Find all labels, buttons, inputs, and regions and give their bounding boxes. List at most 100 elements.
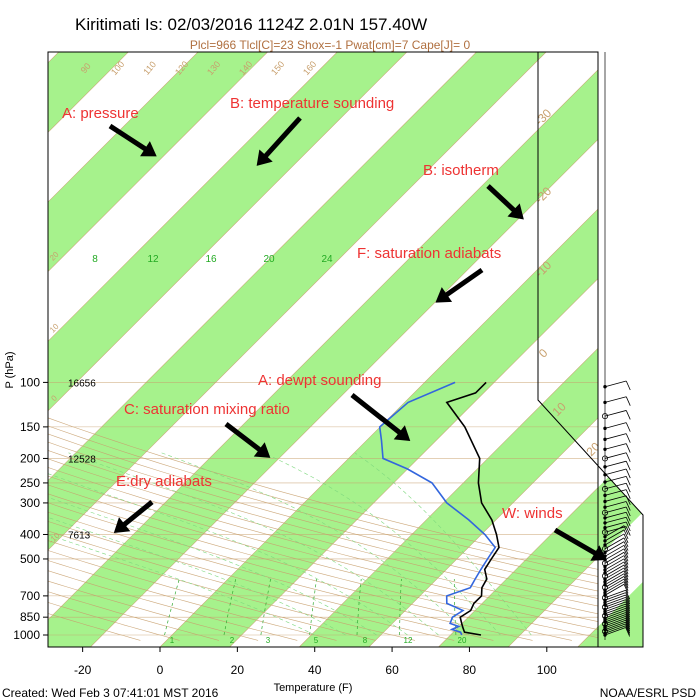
x-tick-label: 100 xyxy=(537,663,557,677)
mixing-ratio-label: 20 xyxy=(458,636,467,645)
wind-barb xyxy=(604,537,625,550)
wind-barb-feather xyxy=(625,621,631,632)
wind-barb-feather xyxy=(623,573,629,583)
wind-barbs xyxy=(602,380,631,637)
wind-barb xyxy=(604,548,625,561)
dry-adiabat-line xyxy=(48,560,337,641)
wind-barb-feather xyxy=(625,610,631,620)
dry-adiabat-line xyxy=(48,550,376,641)
annotation-label: C: saturation mixing ratio xyxy=(124,401,290,418)
annotation-arrow xyxy=(118,500,154,530)
isotherm-line xyxy=(90,138,598,647)
wind-barb xyxy=(604,380,627,388)
dry-adiabat-line xyxy=(48,511,533,641)
wind-barb-feather xyxy=(623,584,629,594)
wind-barb xyxy=(604,576,625,588)
dry-adiabat-lines xyxy=(48,417,598,641)
wind-barb-feather xyxy=(625,590,631,600)
annotation-label: A: pressure xyxy=(62,105,139,122)
x-tick-label: -20 xyxy=(74,663,92,677)
wind-barb xyxy=(604,511,627,519)
wind-barb xyxy=(604,605,626,615)
wind-barb xyxy=(604,627,626,636)
saturation-adiabat-line xyxy=(48,496,377,636)
dry-adiabat-line xyxy=(48,591,219,641)
x-tick-label: 40 xyxy=(308,663,322,677)
annotation-arrow xyxy=(553,527,602,559)
y-axis-label: P (hPa) xyxy=(4,351,16,388)
wind-barb xyxy=(604,619,626,629)
wind-barb-feather xyxy=(625,512,631,522)
saturation-adiabat-line xyxy=(48,534,315,636)
wind-barb xyxy=(604,616,626,625)
wind-barb xyxy=(604,468,627,476)
wind-barb xyxy=(604,526,627,533)
wind-barb-feather xyxy=(623,555,629,565)
dry-adiabat-line xyxy=(48,458,598,607)
footer-created: Created: Wed Feb 3 07:41:01 MST 2016 xyxy=(2,686,219,700)
wind-barb xyxy=(604,594,626,603)
wind-barb-feather xyxy=(625,483,631,493)
annotation-arrowhead xyxy=(507,203,524,220)
dry-adiabat-label: 110 xyxy=(141,59,158,76)
annotation-arrow xyxy=(260,116,302,162)
wind-barb-feather xyxy=(625,521,631,532)
wind-barb-feather xyxy=(625,506,631,517)
annotation-arrowhead xyxy=(393,425,411,441)
annotation-arrowhead xyxy=(253,442,271,458)
dry-adiabat-line xyxy=(48,475,598,622)
saturation-adiabat-line xyxy=(354,452,532,636)
footer-credit: NOAA/ESRL PSD xyxy=(600,686,697,700)
mixing-ratio-line xyxy=(260,578,271,636)
wind-barb xyxy=(604,521,627,529)
x-tick-label: 60 xyxy=(385,663,399,677)
mixing-ratio-label: 12 xyxy=(404,636,413,645)
wind-barb xyxy=(604,482,627,490)
mixing-ratio-label: 8 xyxy=(92,254,98,265)
wind-barb-feather xyxy=(625,612,631,622)
chart-subtitle: Plcl=966 Tlcl[C]=23 Shox=-1 Pwat[cm]=7 C… xyxy=(190,38,471,52)
wind-barb xyxy=(604,506,627,514)
wind-barb-feather xyxy=(623,552,629,562)
isotherm-line xyxy=(299,347,598,647)
x-axis-label: Temperature (F) xyxy=(274,682,353,694)
wind-barb-station xyxy=(602,485,609,492)
mixing-ratio-lines xyxy=(164,578,457,636)
wind-barb-feather xyxy=(625,517,631,527)
wind-barb xyxy=(604,551,625,564)
wind-barb-feather xyxy=(625,601,631,612)
wind-barb xyxy=(604,583,625,596)
wind-barb xyxy=(604,541,625,553)
wind-barb xyxy=(604,573,625,586)
wind-barb xyxy=(604,567,625,580)
annotation-arrow xyxy=(108,123,152,155)
y-tick-label: 100 xyxy=(20,375,40,389)
dry-adiabat-line xyxy=(48,425,598,577)
mixing-ratio-line xyxy=(223,578,237,636)
dry-adiabat-line xyxy=(48,521,494,641)
y-tick-label: 850 xyxy=(20,610,40,624)
wind-barb-feather xyxy=(625,623,631,634)
wind-barb xyxy=(604,561,625,574)
isotherm-line xyxy=(48,52,547,551)
mixing-ratio-label: 3 xyxy=(266,636,271,645)
annotation-label: F: saturation adiabats xyxy=(357,245,501,262)
dry-adiabat-line xyxy=(48,467,598,615)
isotherm-line xyxy=(48,52,477,481)
annotation-arrow xyxy=(224,422,266,455)
wind-barb xyxy=(604,452,627,459)
dry-adiabat-line xyxy=(48,540,416,641)
isotherm-label: -20 xyxy=(0,554,5,569)
annotation-label: A: dewpt sounding xyxy=(258,372,381,389)
annotation-arrowhead xyxy=(590,545,607,561)
height-label: 16656 xyxy=(68,378,96,389)
annotation-label: B: isotherm xyxy=(423,162,499,179)
wind-barb xyxy=(604,525,625,537)
annotation-arrowhead xyxy=(256,149,273,166)
wind-barb-feather xyxy=(625,599,631,609)
dry-adiabat-line xyxy=(48,493,598,638)
wind-barb xyxy=(604,396,627,403)
mixing-ratio-line xyxy=(399,578,402,635)
wind-barb xyxy=(604,621,626,630)
